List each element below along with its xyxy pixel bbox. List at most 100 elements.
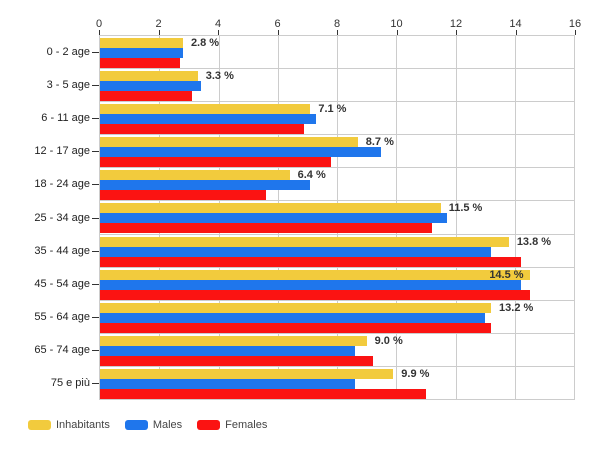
legend-label: Inhabitants (56, 419, 110, 431)
y-axis-tick-mark (92, 84, 99, 86)
bar-group: 14.5 % (100, 268, 574, 301)
bar-males[interactable] (100, 246, 492, 257)
bar-value-label: 14.5 % (489, 268, 524, 281)
bar-inhabitants[interactable] (100, 203, 441, 214)
bar-males[interactable] (100, 279, 521, 290)
x-axis-tick-label: 0 (95, 18, 103, 30)
x-axis-tick-mark (277, 30, 279, 35)
y-axis-tick-mark (92, 283, 99, 285)
bar-group: 3.3 % (100, 69, 574, 103)
x-axis-tick-mark (575, 30, 576, 35)
y-axis-tick-mark (92, 117, 99, 119)
x-axis-tick-label: 14 (509, 18, 522, 30)
y-axis-category-label: 0 - 2 age (46, 45, 90, 58)
bar-inhabitants[interactable] (100, 170, 290, 181)
bar-group: 13.2 % (100, 301, 574, 334)
bar-females[interactable] (100, 124, 305, 135)
y-axis-category-label: 12 - 17 age (34, 145, 90, 158)
bar-males[interactable] (100, 312, 486, 323)
bar-group: 13.8 % (100, 235, 574, 268)
bar-value-label: 13.2 % (499, 301, 534, 314)
x-axis-tick-label: 16 (568, 18, 582, 30)
bar-inhabitants[interactable] (100, 302, 492, 313)
legend-item-inhabitants[interactable]: Inhabitants (28, 419, 110, 431)
y-axis-tick-mark (92, 250, 99, 252)
bar-females[interactable] (100, 223, 432, 234)
bar-inhabitants[interactable] (100, 269, 530, 280)
legend-swatch-inhabitants-icon (28, 420, 51, 430)
bar-value-label: 11.5 % (448, 202, 483, 215)
x-axis-tick-mark (99, 30, 100, 35)
bar-value-label: 3.3 % (205, 70, 234, 83)
bar-value-label: 13.8 % (516, 235, 552, 248)
bar-males[interactable] (100, 378, 355, 389)
y-axis-category-label: 6 - 11 age (41, 111, 90, 124)
bar-females[interactable] (100, 256, 521, 267)
x-axis-tick-label: 12 (449, 18, 463, 30)
plot-area: 2.8 % 3.3 % 7.1 % 8.7 % 6.4 % 11.5 % 13.8 % 14.… (99, 35, 575, 400)
x-axis-tick-label: 6 (274, 18, 281, 30)
bar-females[interactable] (100, 355, 373, 366)
y-axis-tick-mark (92, 151, 99, 153)
y-axis-category-label: 25 - 34 age (34, 211, 90, 224)
bar-females[interactable] (100, 58, 180, 68)
bar-females[interactable] (100, 190, 266, 201)
y-axis-tick-mark (92, 317, 99, 319)
bar-males[interactable] (100, 147, 382, 158)
legend-item-males[interactable]: Males (124, 419, 183, 431)
y-axis-category-label: 3 - 5 age (46, 78, 90, 91)
bar-rows: 2.8 % 3.3 % 7.1 % 8.7 % 6.4 % 11.5 % 13.8 % 14.… (100, 36, 574, 399)
bar-group: 6.4 % (100, 168, 574, 202)
y-axis-tick-mark (92, 383, 99, 385)
y-axis-tick-mark (92, 184, 99, 186)
x-axis-tick-label: 8 (333, 18, 341, 30)
bar-females[interactable] (100, 289, 530, 300)
x-axis-tick-mark (158, 30, 160, 35)
x-axis-tick-mark (515, 30, 517, 35)
legend-label: Females (225, 419, 268, 431)
y-axis-tick-mark (92, 51, 99, 53)
x-axis-tick-mark (337, 30, 338, 35)
bar-value-label: 6.4 % (297, 169, 326, 182)
x-axis-tick-label: 4 (214, 18, 222, 30)
y-axis-category-label: 75 e più (50, 377, 90, 390)
x-axis-tick-label: 10 (390, 18, 403, 30)
bar-inhabitants[interactable] (100, 71, 198, 82)
y-axis-category-label: 55 - 64 age (34, 311, 90, 324)
x-axis-tick-label: 2 (155, 18, 162, 30)
legend: Inhabitants Males Females (28, 419, 267, 431)
y-axis-category-label: 35 - 44 age (34, 244, 90, 257)
bar-inhabitants[interactable] (100, 137, 358, 148)
bar-males[interactable] (100, 345, 355, 356)
bar-females[interactable] (100, 91, 192, 102)
bar-males[interactable] (100, 114, 317, 125)
bar-group: 7.1 % (100, 102, 574, 136)
bar-group: 2.8 % (100, 36, 574, 70)
bar-inhabitants[interactable] (100, 236, 509, 247)
bar-inhabitants[interactable] (100, 38, 183, 48)
bar-males[interactable] (100, 48, 183, 58)
legend-label: Males (152, 419, 183, 431)
bar-group: 11.5 % (100, 201, 574, 235)
bar-inhabitants[interactable] (100, 335, 367, 346)
bar-males[interactable] (100, 180, 311, 191)
bar-females[interactable] (100, 322, 492, 333)
bar-females[interactable] (100, 388, 426, 399)
y-axis-category-label: 18 - 24 age (34, 178, 90, 191)
y-axis-category-label: 45 - 54 age (34, 277, 90, 290)
y-axis-tick-mark (92, 217, 99, 219)
bar-inhabitants[interactable] (100, 368, 394, 379)
bar-females[interactable] (100, 157, 332, 168)
gridline (455, 36, 457, 399)
bar-group: 9.9 % (100, 367, 574, 399)
legend-item-females[interactable]: Females (197, 419, 267, 431)
bar-males[interactable] (100, 81, 201, 92)
x-axis-tick-mark (396, 30, 398, 35)
y-axis-tick-mark (92, 350, 99, 352)
x-axis-tick-mark (456, 30, 457, 35)
legend-swatch-males-icon (124, 420, 148, 430)
bar-value-label: 9.9 % (401, 367, 430, 380)
bar-males[interactable] (100, 213, 447, 224)
x-axis-tick-mark (218, 30, 219, 35)
bar-inhabitants[interactable] (100, 104, 311, 115)
